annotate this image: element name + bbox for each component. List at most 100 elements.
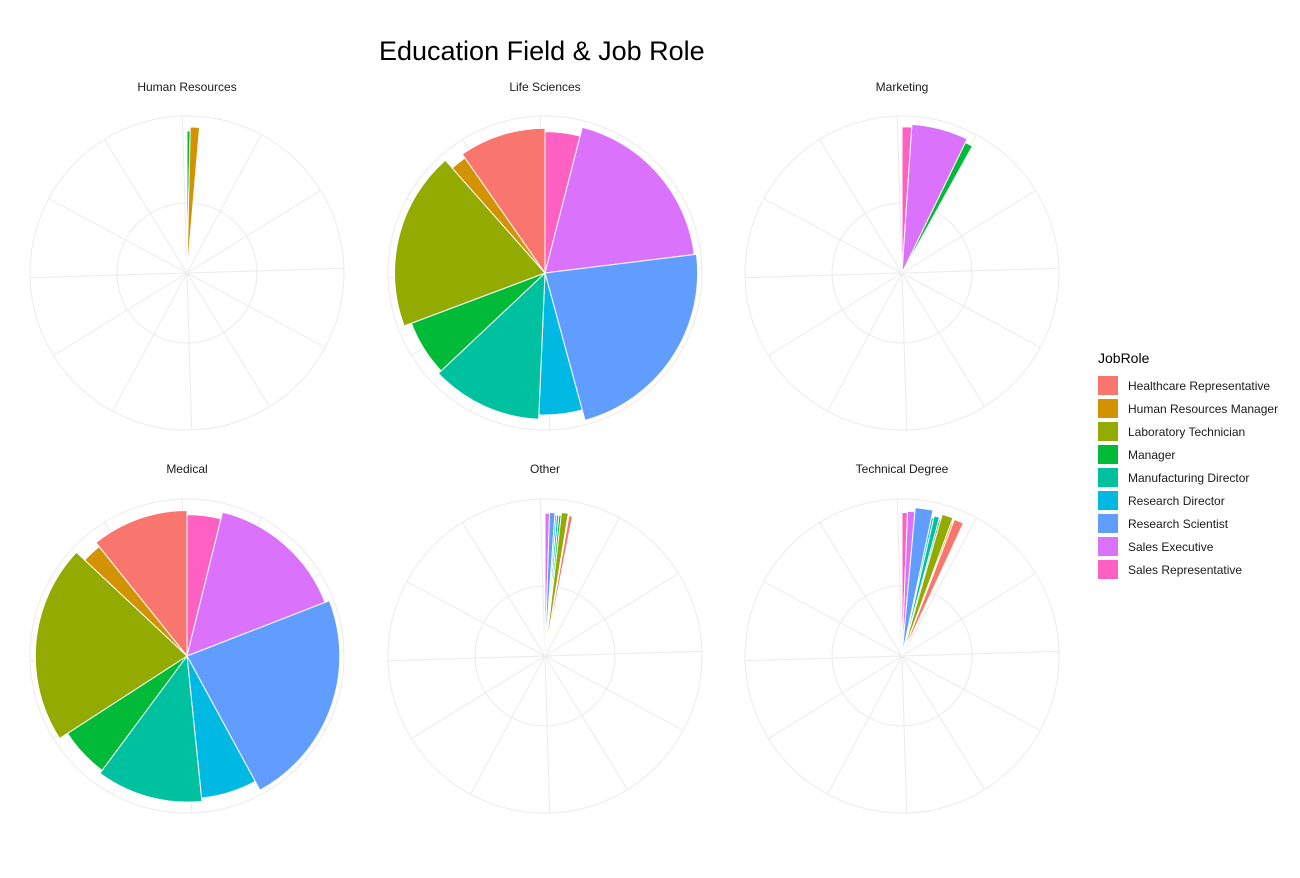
pie-slice [544, 515, 574, 657]
pie-slice [901, 141, 974, 274]
legend-item: Manager [1098, 443, 1278, 466]
pie-slice [99, 654, 203, 803]
legend-label: Sales Executive [1128, 539, 1214, 554]
grid-spoke [112, 272, 188, 412]
legend-label: Research Scientist [1128, 516, 1229, 531]
pie-slice [34, 551, 188, 740]
legend-item: Research Director [1098, 489, 1278, 512]
facet-panel: Human Resources [29, 80, 345, 431]
grid-spoke [763, 581, 903, 657]
grid-spoke [544, 655, 551, 813]
grid-spoke [819, 522, 903, 657]
grid-spoke [462, 522, 546, 657]
pie-slice [95, 510, 188, 658]
pie-slice [901, 518, 965, 657]
grid-circle [29, 115, 345, 431]
legend-item: Sales Representative [1098, 558, 1278, 581]
grid-spoke [763, 198, 903, 274]
grid-spoke [544, 650, 702, 657]
legend-swatch [1098, 445, 1118, 464]
grid-spoke [186, 272, 193, 430]
legend-label: Research Director [1128, 493, 1225, 508]
legend-swatch [1098, 560, 1118, 579]
grid-spoke [901, 190, 1036, 274]
legend-label: Laboratory Technician [1128, 424, 1246, 439]
chart-title: Education Field & Job Role [379, 36, 705, 66]
pie-slice [437, 271, 546, 420]
grid-spoke [411, 655, 546, 739]
pie-slice [544, 253, 699, 421]
grid-circle [387, 115, 703, 431]
legend-swatch [1098, 422, 1118, 441]
facet-label: Marketing [876, 80, 929, 94]
grid-spoke [53, 272, 188, 356]
grid-spoke [544, 517, 620, 657]
pie-slice [461, 127, 546, 275]
grid-spoke [544, 655, 628, 790]
legend-swatch [1098, 491, 1118, 510]
legend-label: Manufacturing Director [1128, 470, 1250, 485]
grid-spoke [827, 655, 903, 795]
facet-label: Other [530, 462, 560, 476]
grid-spoke [896, 116, 903, 274]
grid-spoke [768, 272, 903, 356]
grid-spoke [745, 655, 903, 662]
grid-spoke [768, 655, 903, 739]
grid-spoke [901, 272, 908, 430]
grid-spoke [901, 650, 1059, 657]
grid-spoke [186, 190, 321, 274]
legend-swatch [1098, 376, 1118, 395]
facet-label: Life Sciences [509, 80, 580, 94]
grid-spoke [901, 272, 985, 407]
legend-item: Healthcare Representative [1098, 374, 1278, 397]
legend-label: Healthcare Representative [1128, 378, 1271, 393]
faceted-pie-charts: Human Resources Life Sciences Marketing Med… [29, 80, 1060, 814]
legend-label: Human Resources Manager [1128, 401, 1279, 416]
pie-slice [186, 511, 326, 657]
grid-spoke [901, 655, 1041, 731]
legend-title: JobRole [1098, 350, 1150, 366]
legend-item: Sales Executive [1098, 535, 1278, 558]
grid-circle [744, 115, 1060, 431]
grid-spoke [406, 581, 546, 657]
grid-spoke [544, 655, 684, 731]
grid-spoke [186, 267, 344, 274]
grid-spoke [745, 272, 903, 279]
grid-spoke [30, 272, 188, 279]
pie-slice [544, 126, 695, 274]
legend-item: Human Resources Manager [1098, 397, 1278, 420]
legend-item: Research Scientist [1098, 512, 1278, 535]
facet-panel: Life Sciences [387, 80, 703, 431]
legend-label: Manager [1128, 447, 1176, 462]
legend-swatch [1098, 514, 1118, 533]
legend-item: Laboratory Technician [1098, 420, 1278, 443]
legend-swatch [1098, 468, 1118, 487]
pie-slice [186, 126, 201, 274]
grid-spoke [901, 272, 1041, 348]
grid-circle [744, 498, 1060, 814]
grid-spoke [901, 655, 985, 790]
pie-slice [901, 123, 968, 274]
facet-panel: Medical [29, 462, 345, 814]
facet-label: Medical [166, 462, 207, 476]
grid-spoke [388, 655, 546, 662]
grid-spoke [48, 198, 188, 274]
grid-spoke [901, 573, 1036, 657]
grid-spoke [539, 499, 546, 657]
facet-panel: Other [387, 462, 703, 814]
grid-circle [29, 498, 345, 814]
grid-spoke [186, 134, 262, 274]
legend-item: Manufacturing Director [1098, 466, 1278, 489]
legend-items: Healthcare Representative Human Resources… [1098, 374, 1278, 581]
pie-slice [394, 159, 546, 327]
grid-spoke [901, 517, 977, 657]
grid-spoke [901, 267, 1059, 274]
grid-spoke [901, 655, 908, 813]
grid-spoke [896, 499, 903, 657]
grid-spoke [181, 116, 188, 274]
grid-spoke [186, 272, 270, 407]
facet-panel: Technical Degree [744, 462, 1060, 814]
legend: JobRole Healthcare Representative Human R… [1098, 350, 1278, 581]
grid-spoke [827, 272, 903, 412]
grid-spoke [186, 272, 326, 348]
